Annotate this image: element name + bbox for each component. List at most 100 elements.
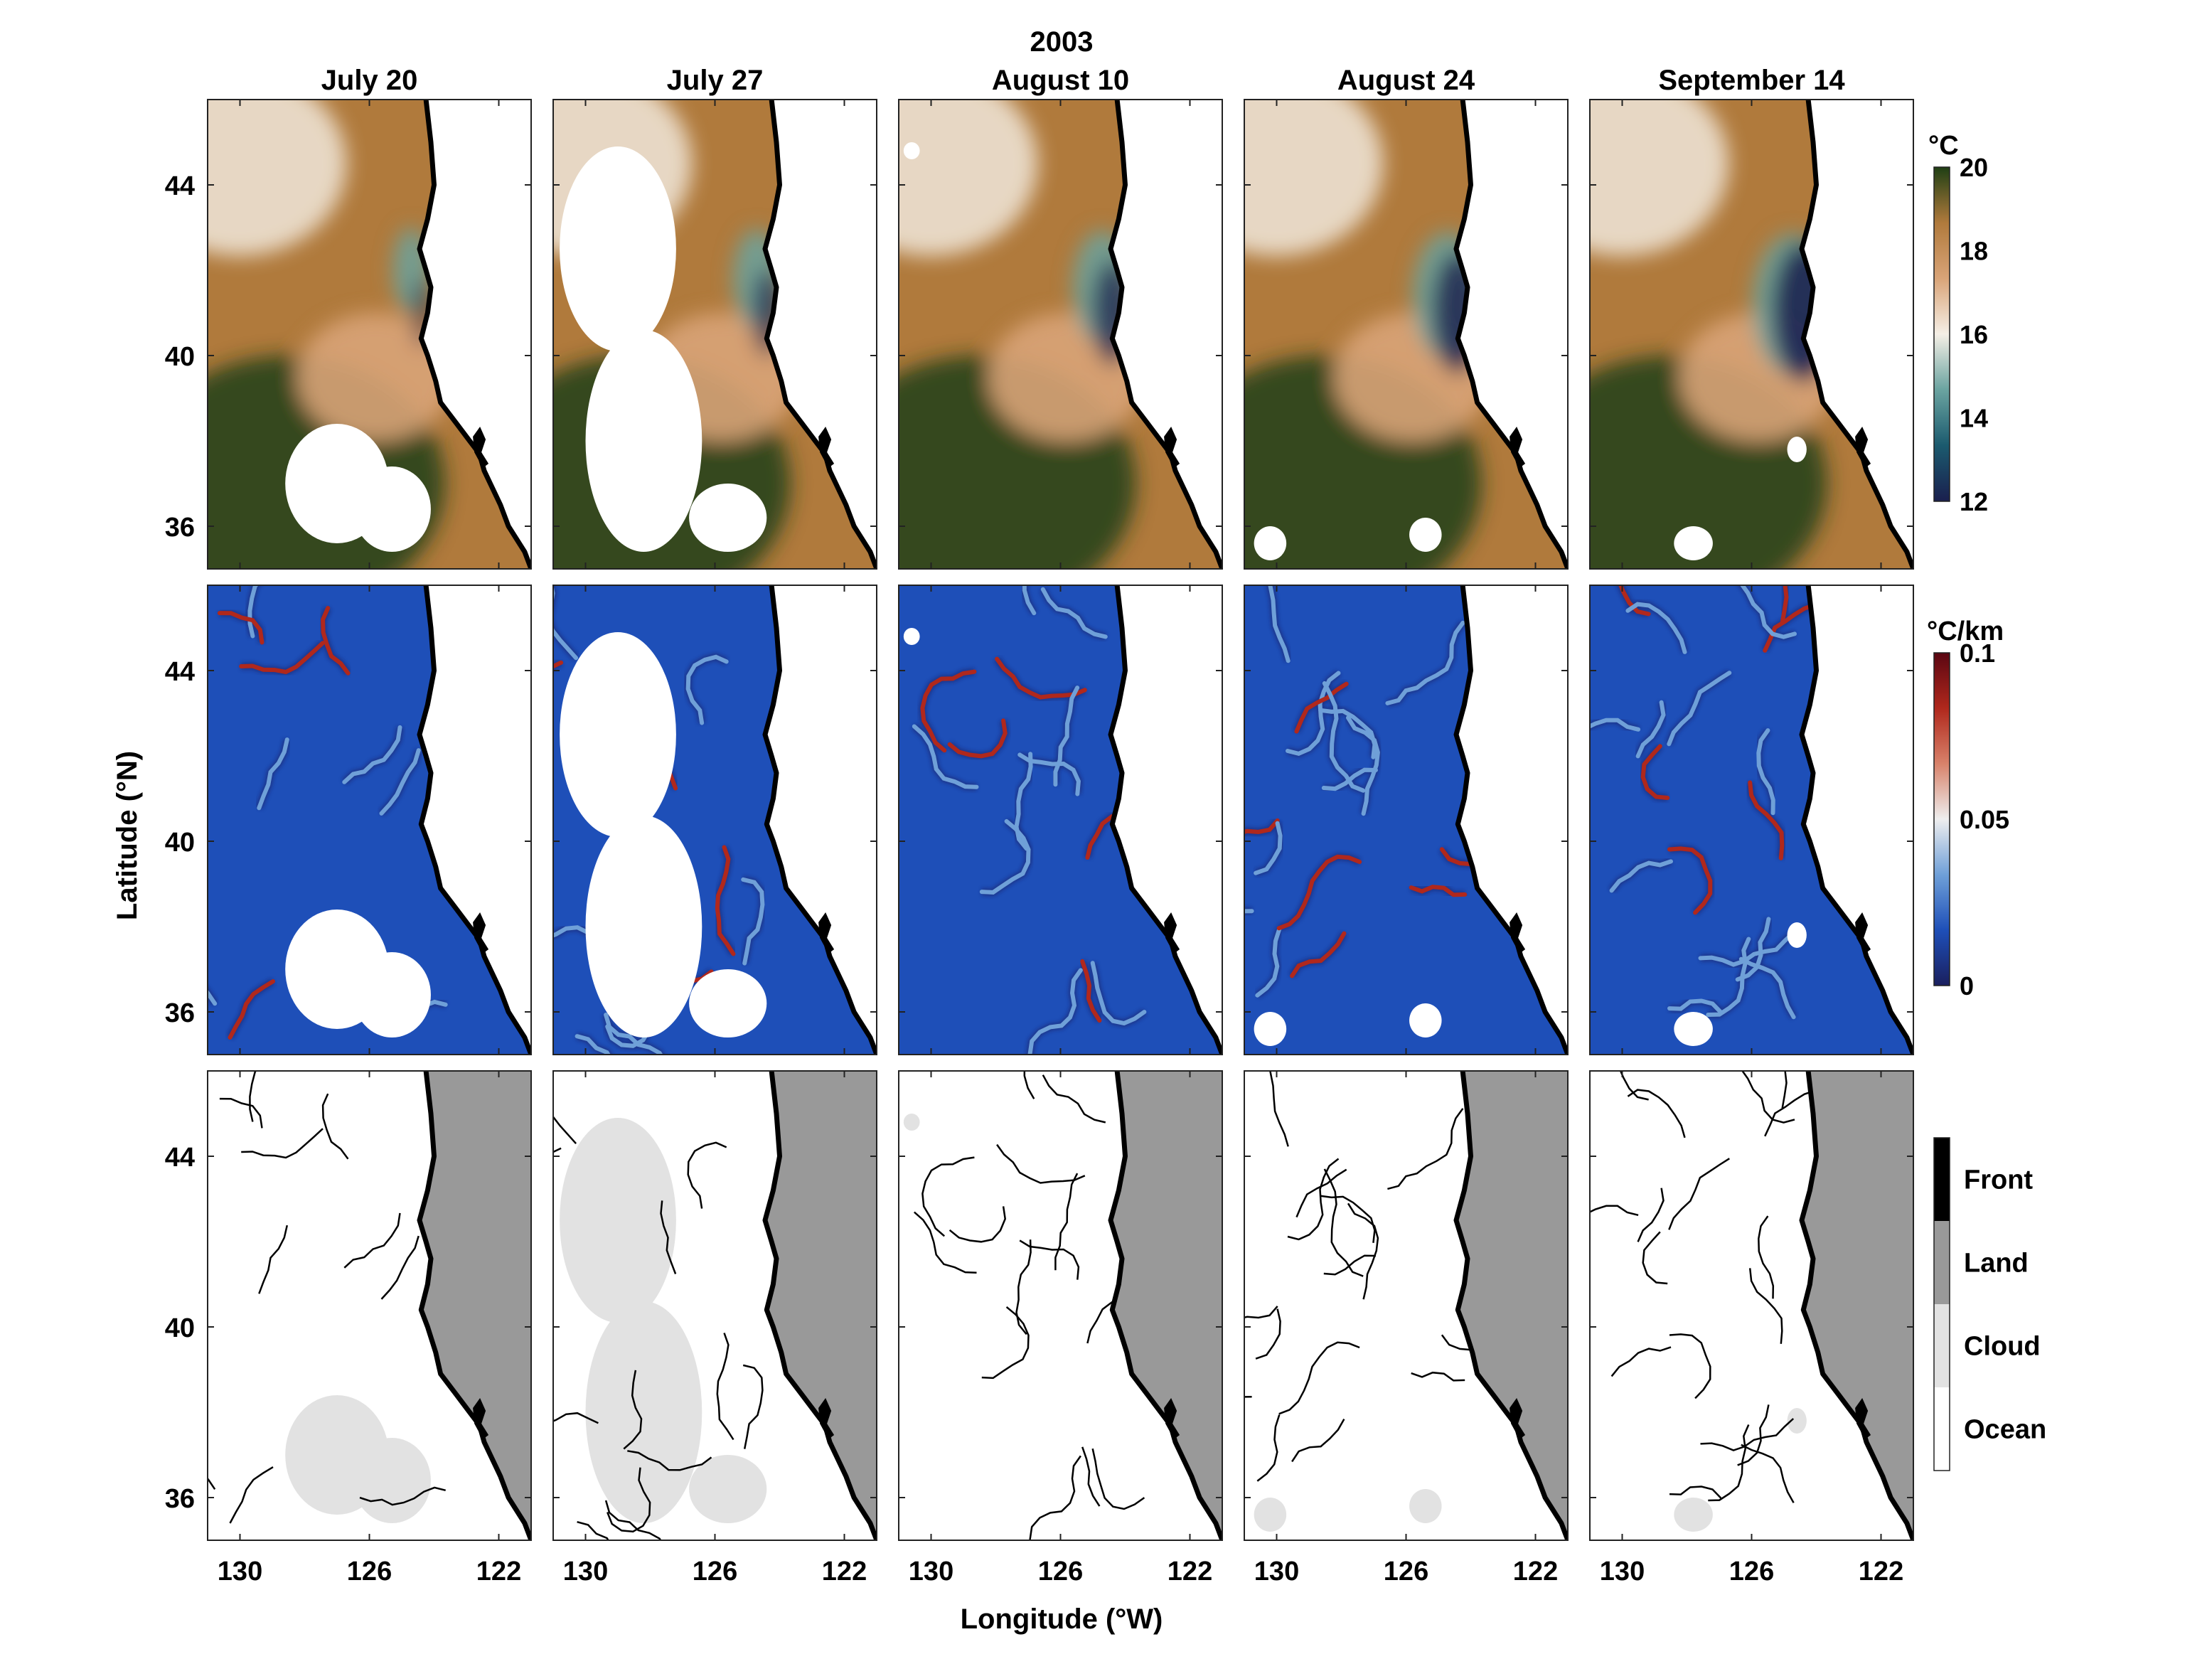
cloud-mask (1254, 1003, 1442, 1046)
land-area (420, 100, 531, 569)
cloud-mask (285, 424, 431, 552)
y-tick-label: 44 (165, 171, 195, 201)
x-tick-label: 122 (1168, 1557, 1212, 1586)
column-title: July 20 (321, 65, 418, 96)
colorbar-tick-label: 12 (1960, 487, 1988, 516)
land-area (1802, 585, 1913, 1055)
x-tick-label: 122 (1859, 1557, 1903, 1586)
coastline (1453, 585, 1568, 1055)
colorbar-tick-label: 0.05 (1960, 805, 2009, 834)
land-area (1456, 100, 1568, 569)
ocean-area (1590, 1071, 1913, 1540)
x-tick-label: 130 (563, 1557, 608, 1586)
coastline (1108, 585, 1222, 1055)
coastline (1453, 100, 1568, 569)
bay-shape (473, 1398, 489, 1439)
bay-shape (473, 427, 489, 468)
x-tick-label: 130 (1254, 1557, 1299, 1586)
panel-sst (552, 99, 877, 570)
panel-classification (207, 1070, 532, 1541)
bay-shape (818, 912, 835, 954)
legend-label: Cloud (1964, 1332, 2041, 1362)
colorbar-gradient (1933, 652, 1950, 986)
panel-sst (898, 99, 1223, 570)
cloud-mask (285, 1395, 431, 1523)
coastline (762, 1071, 877, 1540)
y-tick-label: 44 (165, 657, 195, 687)
gradient-fronts (1244, 585, 1529, 998)
bay-shape (1510, 912, 1526, 954)
cloud-mask (560, 632, 767, 1037)
x-tick-label: 126 (1384, 1557, 1428, 1586)
colorbar-unit: °C (1928, 131, 1959, 161)
land-area (765, 1071, 877, 1540)
ocean-area (1244, 1071, 1568, 1540)
legend-swatch (1934, 1138, 1950, 1221)
cloud-mask (1674, 437, 1807, 560)
bay-shape (1855, 427, 1871, 468)
coastline (1108, 1071, 1222, 1540)
land-area (1802, 1071, 1913, 1540)
x-tick-label: 126 (347, 1557, 392, 1586)
coastline (1799, 1071, 1913, 1540)
ocean-area (899, 1071, 1222, 1540)
cloud-mask (560, 146, 767, 552)
land-area (765, 585, 877, 1055)
cloud-mask (1254, 1489, 1442, 1532)
x-tick-label: 126 (693, 1557, 737, 1586)
x-tick-label: 130 (1600, 1557, 1645, 1586)
panel-classification (552, 1070, 877, 1541)
panel-sst (207, 99, 532, 570)
bay-shape (1164, 1398, 1180, 1439)
panel-gradient (1589, 585, 1914, 1055)
colorbar-classes (1933, 1137, 1950, 1471)
column-title: August 10 (992, 65, 1129, 96)
legend-label: Front (1964, 1165, 2033, 1195)
x-tick-label: 122 (822, 1557, 867, 1586)
coastline (762, 100, 877, 569)
panel-gradient (898, 585, 1223, 1055)
land-area (420, 585, 531, 1055)
bay-shape (473, 912, 489, 954)
y-tick-label: 36 (165, 513, 195, 543)
y-tick-label: 40 (165, 1313, 195, 1343)
x-tick-label: 130 (218, 1557, 262, 1586)
x-tick-label: 126 (1038, 1557, 1083, 1586)
colorbar-tick-label: 0.1 (1960, 639, 1995, 668)
ocean-area (208, 1071, 531, 1540)
colorbar-tick-label: 18 (1960, 237, 1988, 266)
year-label: 2003 (1030, 26, 1094, 58)
legend-label: Ocean (1964, 1415, 2046, 1445)
cloud-mask (903, 628, 920, 645)
x-axis-label: Longitude (°W) (961, 1604, 1163, 1635)
gradient-field (1590, 585, 1913, 1055)
front-lines (208, 1071, 447, 1524)
front-lines (913, 1071, 1172, 1540)
land-area (1111, 100, 1222, 569)
y-tick-label: 40 (165, 342, 195, 372)
land-area (1456, 1071, 1568, 1540)
bay-shape (1164, 912, 1180, 954)
cloud-mask (285, 909, 431, 1037)
coastline (417, 1071, 531, 1540)
coastline (417, 100, 531, 569)
y-tick-label: 40 (165, 828, 195, 858)
legend-swatch (1934, 1387, 1950, 1471)
land-area (1802, 100, 1913, 569)
bay-shape (1510, 427, 1526, 468)
x-tick-label: 122 (1513, 1557, 1558, 1586)
y-axis-label: Latitude (°N) (112, 751, 143, 920)
bay-shape (818, 1398, 835, 1439)
panel-sst (1589, 99, 1914, 570)
column-title: August 24 (1337, 65, 1475, 96)
front-lines (1590, 1071, 1827, 1503)
panel-classification (1244, 1070, 1569, 1541)
land-area (1111, 585, 1222, 1055)
gradient-field (208, 585, 531, 1055)
colorbar-tick-label: 14 (1960, 404, 1988, 433)
legend-label: Land (1964, 1249, 2029, 1279)
coastline (1799, 100, 1913, 569)
sst-texture (1590, 100, 1837, 569)
panel-gradient (207, 585, 532, 1055)
